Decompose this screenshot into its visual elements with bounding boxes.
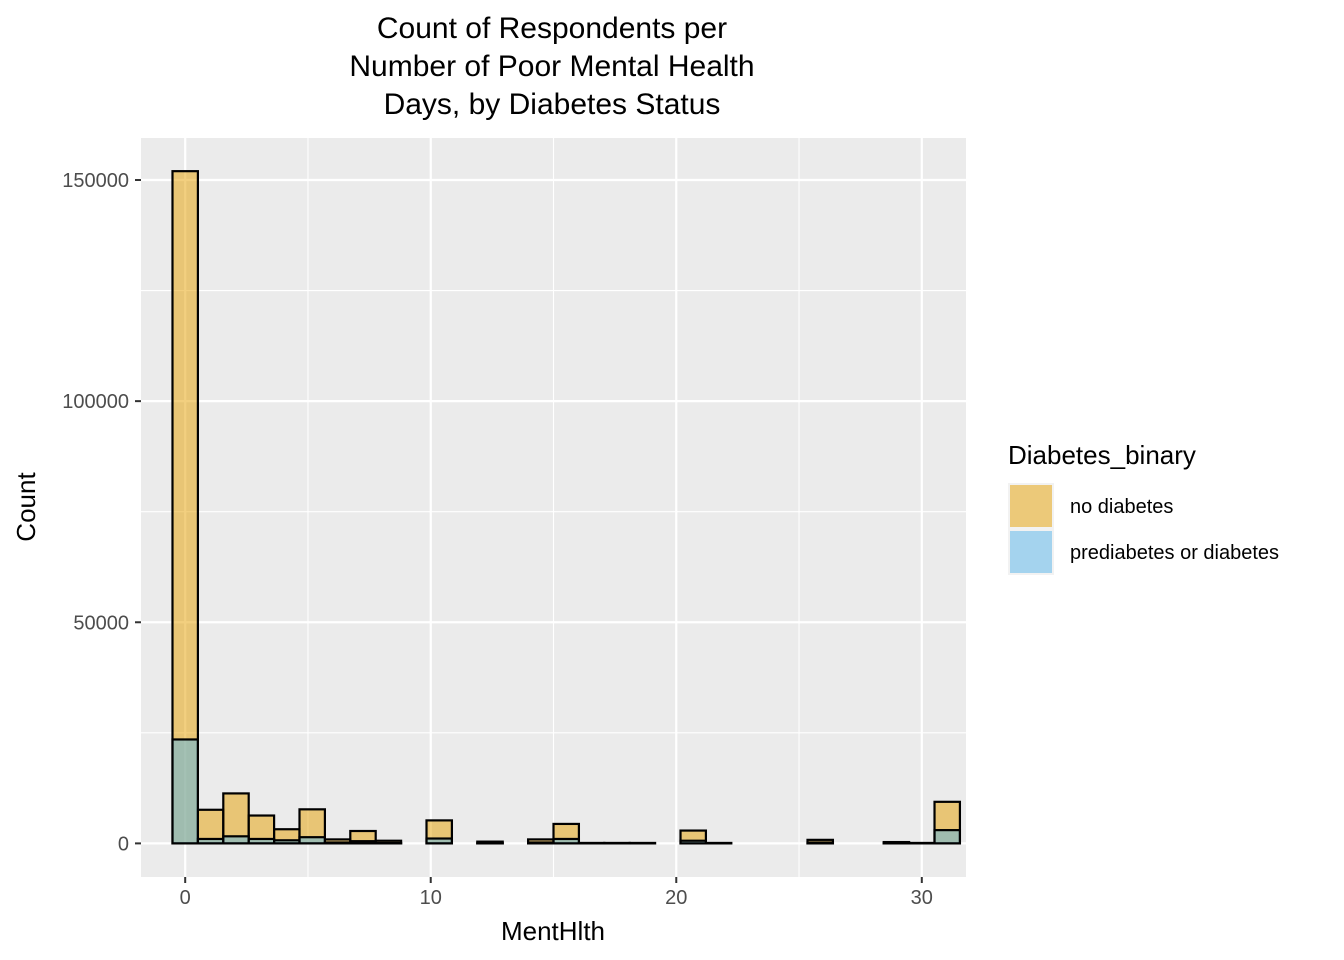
y-tick-label: 0 [118,833,129,855]
bar-prediabetes-or-diabetes [425,837,454,845]
y-tick-label: 100000 [62,391,129,413]
x-tick-label: 20 [665,887,687,909]
x-tick-label: 0 [180,887,191,909]
bar-prediabetes-or-diabetes [196,837,225,845]
chart-title-line-1: Count of Respondents per [377,12,727,45]
x-tick-label: 30 [911,887,933,909]
legend-label-prediabetes: prediabetes or diabetes [1070,542,1279,564]
chart-title-line-2: Number of Poor Mental Health [349,50,754,83]
bar-prediabetes-or-diabetes [527,841,555,845]
bar-prediabetes-or-diabetes [222,835,250,845]
bar-prediabetes-or-diabetes [552,837,581,845]
x-axis-title: MentHlth [501,916,605,946]
bar-prediabetes-or-diabetes [933,829,962,845]
y-axis-title: Count [11,472,41,542]
legend-label-no-diabetes: no diabetes [1070,496,1173,518]
legend-swatch-no-diabetes [1010,485,1052,527]
bar-prediabetes-or-diabetes [349,840,377,845]
legend: Diabetes_binary no diabetes prediabetes … [1008,440,1279,575]
bar-prediabetes-or-diabetes [273,839,301,845]
x-tick-label: 10 [420,887,442,909]
y-tick-label: 50000 [73,612,129,634]
bar-no-diabetes [222,792,250,845]
x-axis: 0 10 20 30 [180,877,933,909]
bar-prediabetes-or-diabetes [247,837,276,845]
legend-swatch-prediabetes [1010,531,1052,573]
minor-gridlines [141,138,966,877]
bar-prediabetes-or-diabetes [323,841,352,845]
legend-title: Diabetes_binary [1008,440,1196,470]
y-tick-label: 150000 [62,170,129,192]
bar-prediabetes-or-diabetes [298,836,327,845]
bar-prediabetes-or-diabetes [171,738,199,845]
bar-prediabetes-or-diabetes [679,839,708,845]
chart-title-line-3: Days, by Diabetes Status [384,88,721,121]
y-axis: 0 50000 100000 150000 [62,170,141,855]
bars [171,170,962,845]
bar-prediabetes-or-diabetes [806,841,835,845]
